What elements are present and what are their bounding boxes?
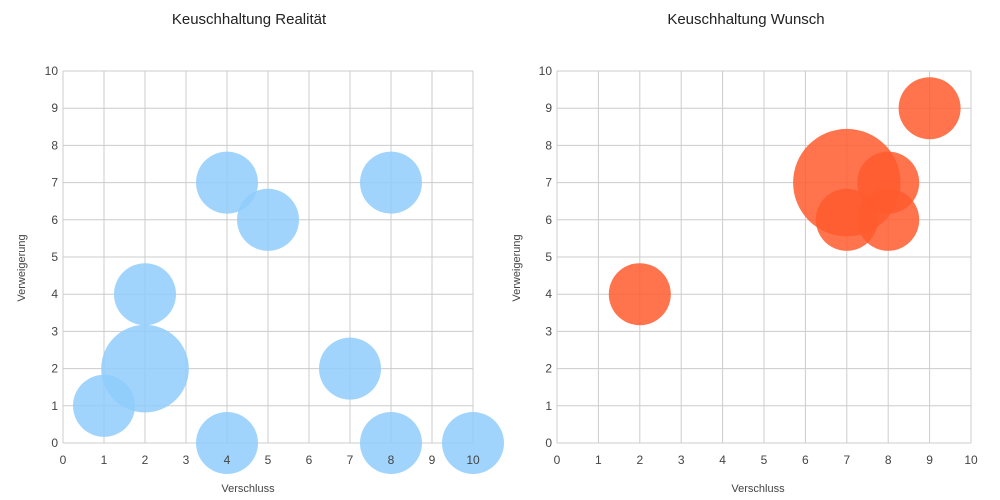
x-tick-label: 4 (719, 453, 726, 467)
bubble-point (196, 151, 258, 214)
y-tick-label: 1 (545, 399, 552, 413)
y-tick-label: 5 (545, 250, 552, 264)
bubble-point (360, 151, 422, 214)
x-tick-label: 6 (306, 453, 313, 467)
y-tick-label: 8 (545, 138, 552, 152)
y-tick-label: 9 (545, 101, 552, 115)
y-tick-label: 8 (51, 138, 58, 152)
x-tick-label: 9 (926, 453, 933, 467)
chart-title: Keuschhaltung Realität (172, 11, 327, 28)
y-tick-label: 4 (51, 287, 58, 301)
bubble-series (608, 77, 961, 326)
x-tick-label: 0 (554, 453, 561, 467)
x-tick-label: 7 (347, 453, 354, 467)
y-tick-label: 2 (545, 362, 552, 376)
y-tick-label: 3 (545, 324, 552, 338)
y-tick-label: 10 (45, 64, 59, 78)
y-axis-title: Verweigerung (511, 234, 523, 301)
x-axis-title: Verschluss (731, 483, 785, 495)
y-tick-label: 2 (51, 362, 58, 376)
y-tick-label: 0 (51, 436, 58, 450)
x-tick-label: 3 (678, 453, 685, 467)
x-tick-labels: 0 1 2 3 4 5 6 7 8 9 10 (60, 453, 480, 467)
x-tick-label: 6 (802, 453, 809, 467)
chart-realitaet: Keuschhaltung Realität 0 1 2 3 4 5 6 7 8 9 10 0 1 2 3… (16, 11, 504, 495)
x-tick-label: 8 (388, 453, 395, 467)
y-tick-label: 0 (545, 436, 552, 450)
bubble-point (360, 412, 422, 474)
x-tick-label: 4 (224, 453, 231, 467)
x-tick-label: 10 (964, 453, 978, 467)
x-tick-label: 5 (761, 453, 768, 467)
y-tick-label: 4 (545, 287, 552, 301)
bubble-point (857, 188, 920, 251)
y-tick-label: 7 (51, 176, 58, 190)
chart-title: Keuschhaltung Wunsch (667, 11, 824, 28)
bubble-point (898, 77, 961, 140)
y-axis-title: Verweigerung (16, 234, 28, 301)
y-tick-label: 10 (539, 64, 553, 78)
bubble-point (319, 337, 381, 400)
y-tick-label: 6 (51, 213, 58, 227)
y-tick-label: 9 (51, 101, 58, 115)
bubble-point (237, 188, 299, 251)
bubble-point (101, 324, 189, 413)
bubble-point (608, 263, 671, 326)
y-tick-label: 6 (545, 213, 552, 227)
bubble-series (73, 151, 504, 474)
bubble-point (114, 263, 176, 326)
y-tick-label: 5 (51, 250, 58, 264)
x-axis-title: Verschluss (221, 483, 275, 495)
y-tick-labels: 0 1 2 3 4 5 6 7 8 9 10 (45, 64, 59, 450)
x-tick-label: 1 (595, 453, 602, 467)
x-tick-label: 8 (885, 453, 892, 467)
y-tick-label: 7 (545, 176, 552, 190)
x-tick-label: 0 (60, 453, 67, 467)
x-tick-label: 3 (183, 453, 190, 467)
x-tick-label: 2 (142, 453, 149, 467)
x-tick-label: 7 (843, 453, 850, 467)
y-tick-label: 1 (51, 399, 58, 413)
x-tick-label: 5 (265, 453, 272, 467)
x-tick-label: 10 (466, 453, 480, 467)
x-tick-labels: 0 1 2 3 4 5 6 7 8 9 10 (554, 453, 978, 467)
bubble-point (442, 412, 504, 474)
chart-wunsch: Keuschhaltung Wunsch 0 1 2 3 4 5 6 7 8 9 10 0 1 2 3 4 5… (511, 11, 978, 495)
y-tick-label: 3 (51, 324, 58, 338)
x-tick-label: 2 (636, 453, 643, 467)
x-tick-label: 9 (429, 453, 436, 467)
bubble-point (196, 412, 258, 474)
x-tick-label: 1 (101, 453, 108, 467)
y-tick-labels: 0 1 2 3 4 5 6 7 8 9 10 (539, 64, 553, 450)
